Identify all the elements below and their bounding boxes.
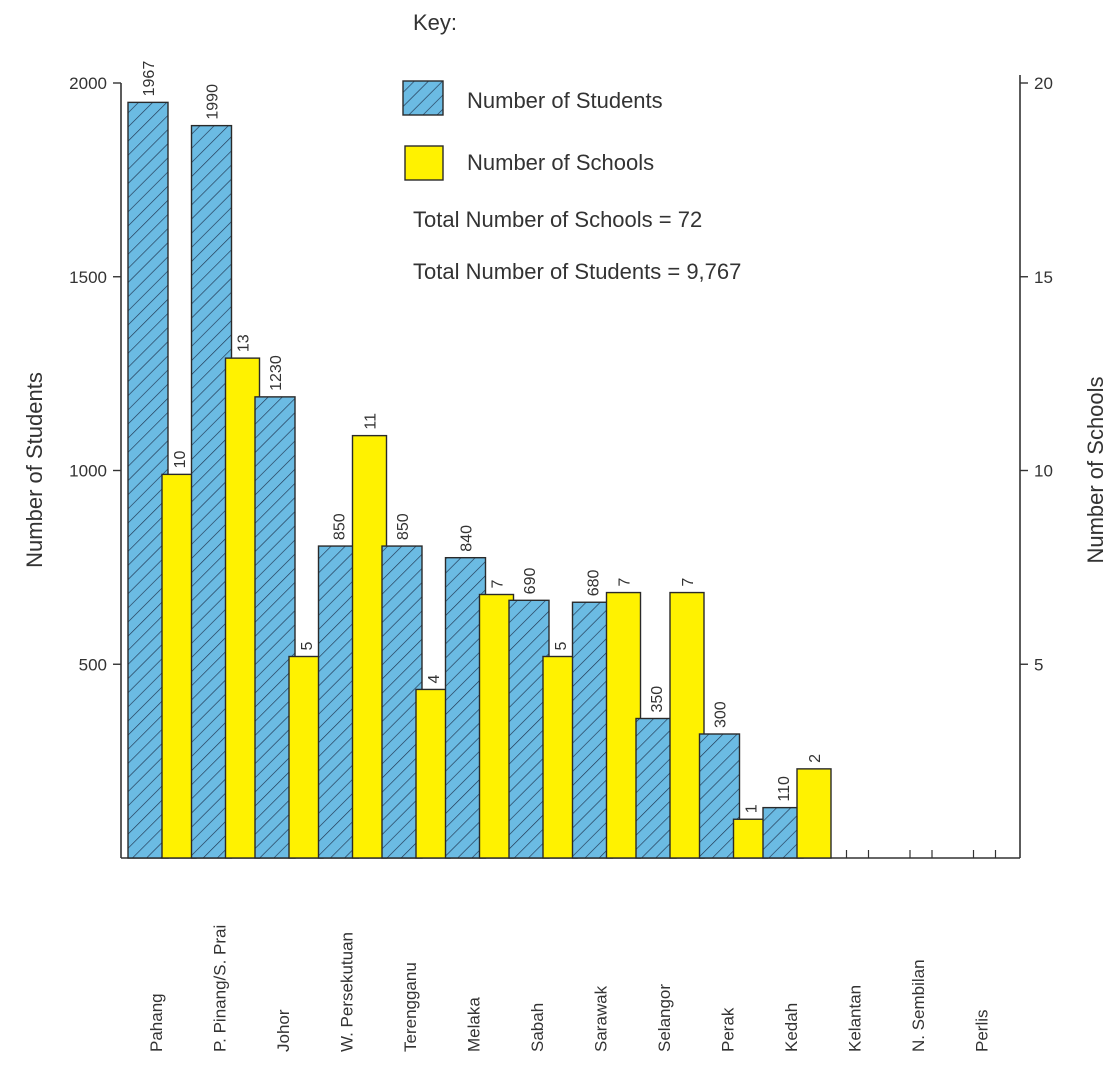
annotation-total-students: Total Number of Students = 9,767: [413, 259, 741, 284]
right-tick-label: 10: [1034, 462, 1053, 481]
schools-value-label: 4: [426, 674, 443, 683]
legend-swatch-schools: [404, 145, 444, 181]
schools-value-label: 7: [617, 578, 634, 587]
category-label: Sarawak: [592, 985, 611, 1052]
legend-label-schools: Number of Schools: [467, 150, 654, 175]
students-value-label: 110: [776, 776, 793, 802]
right-axis-title: Number of Schools: [1083, 376, 1108, 563]
right-tick-label: 15: [1034, 268, 1053, 287]
students-value-label: 350: [649, 686, 666, 713]
category-label: Selangor: [655, 984, 674, 1052]
schools-value-label: 7: [680, 578, 697, 587]
schools-value-label: 5: [299, 642, 316, 651]
legend-swatch-students: [402, 80, 444, 116]
right-tick-label: 5: [1034, 655, 1043, 674]
category-label: Kedah: [782, 1003, 801, 1052]
students-value-label: 1967: [141, 61, 158, 97]
students-value-label: 300: [713, 701, 730, 728]
left-axis-title: Number of Students: [22, 372, 47, 568]
students-value-label: 850: [332, 513, 349, 540]
left-tick-label: 500: [79, 655, 107, 674]
category-label: P. Pinang/S. Prai: [211, 925, 230, 1052]
category-label: Sabah: [528, 1003, 547, 1052]
schools-value-label: 7: [490, 580, 507, 589]
schools-bar: [605, 591, 642, 859]
left-tick-label: 2000: [69, 74, 107, 93]
category-label: Terengganu: [401, 962, 420, 1052]
category-label: Kelantan: [846, 985, 865, 1052]
schools-bar: [415, 688, 451, 859]
schools-value-label: 10: [172, 450, 189, 468]
students-value-label: 1230: [268, 355, 285, 391]
left-tick-label: 1000: [69, 462, 107, 481]
category-label: Melaka: [465, 997, 484, 1052]
category-label: N. Sembilan: [909, 959, 928, 1052]
schools-bar: [351, 434, 388, 859]
category-label: Johor: [274, 1009, 293, 1052]
students-value-label: 680: [586, 569, 603, 596]
category-label: Perak: [719, 1007, 738, 1052]
category-label: W. Persekutuan: [338, 932, 357, 1052]
students-value-label: 840: [459, 525, 476, 552]
legend-title: Key:: [413, 10, 457, 35]
schools-bar: [288, 655, 324, 859]
students-value-label: 690: [522, 568, 539, 595]
schools-value-label: 1: [744, 804, 761, 813]
legend-label-students: Number of Students: [467, 88, 663, 113]
schools-value-label: 2: [807, 754, 824, 763]
schools-bar: [669, 591, 705, 859]
right-tick-label: 20: [1034, 74, 1053, 93]
schools-value-label: 11: [363, 413, 380, 430]
category-label: Pahang: [147, 993, 166, 1052]
left-tick-label: 1500: [69, 268, 107, 287]
category-label: Perlis: [973, 1009, 992, 1052]
students-value-label: 850: [395, 513, 412, 540]
schools-value-label: 5: [553, 642, 570, 651]
annotation-total-schools: Total Number of Schools = 72: [413, 207, 702, 232]
students-value-label: 1990: [205, 84, 222, 120]
schools-value-label: 13: [236, 334, 253, 352]
schools-bar: [796, 768, 832, 859]
